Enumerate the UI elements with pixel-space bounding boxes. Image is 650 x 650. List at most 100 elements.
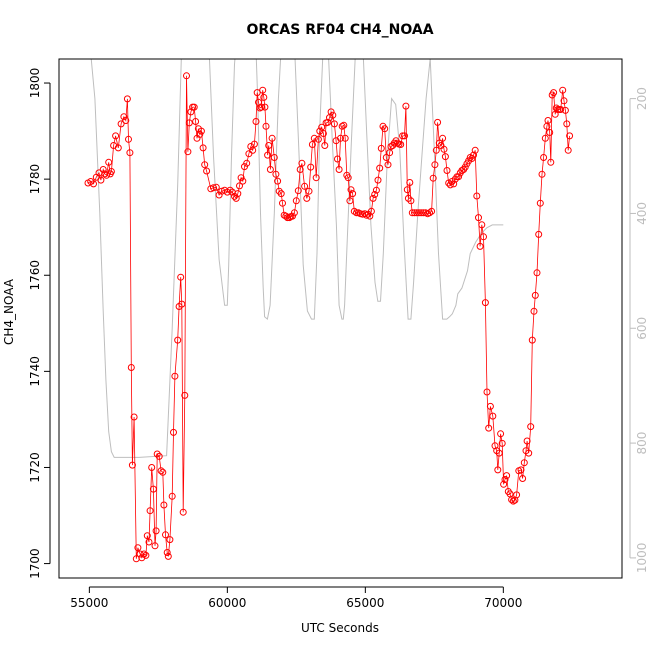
ch4-point <box>249 146 257 154</box>
ch4-point <box>500 480 508 488</box>
ch4-point <box>274 177 282 185</box>
axes-layer: 55000 60000 65000 70000 1700 1720 1740 1760 1780… <box>28 58 649 610</box>
ch4-point <box>237 174 245 182</box>
ch4-point <box>546 129 554 136</box>
y-tick-label: 1780 <box>28 164 42 195</box>
ch4-point <box>142 551 150 559</box>
ch4-point <box>367 207 375 215</box>
ch4-point <box>369 194 377 202</box>
ch4-point <box>349 190 357 198</box>
ch4-point <box>429 174 437 182</box>
ch4-point <box>432 146 440 154</box>
ch4-point <box>126 149 134 157</box>
ch4-point <box>476 242 484 250</box>
ch4-point <box>426 209 434 217</box>
ch4-point <box>344 174 352 182</box>
ch4-point <box>341 134 349 142</box>
ch4-point <box>494 466 502 474</box>
ch4-point <box>298 159 306 167</box>
ch4-point <box>257 103 265 111</box>
ch4-point <box>296 166 304 173</box>
ch4-point <box>525 449 533 457</box>
ch4-point <box>183 72 190 80</box>
ch4-point <box>316 127 324 135</box>
ch4-point <box>486 402 494 410</box>
ch4-point <box>489 412 497 420</box>
ch4-point <box>563 120 571 128</box>
y2-tick-label: 200 <box>635 87 649 110</box>
ch4-point <box>145 538 153 546</box>
y-tick-label: 1700 <box>28 548 42 579</box>
x-tick-label: 70000 <box>484 596 522 610</box>
ch4-point <box>531 291 539 299</box>
ch4-point <box>312 174 320 182</box>
ch4-point <box>105 158 113 166</box>
ch4-point <box>480 233 487 241</box>
ch4-point <box>538 170 546 178</box>
ch4-point <box>461 163 469 171</box>
ch4-point <box>262 122 270 130</box>
ch4-point <box>196 130 204 138</box>
ch4-point <box>485 424 493 432</box>
x-axis-label: UTC Seconds <box>301 621 379 635</box>
ch4-point <box>346 197 354 205</box>
y-tick-label: 1800 <box>28 68 42 99</box>
ch4-point <box>160 501 168 509</box>
ch4-point <box>159 468 167 476</box>
altitude-layer <box>90 59 504 458</box>
ch4-point <box>381 125 389 133</box>
ch4-point <box>497 430 505 438</box>
ch4-point <box>112 132 120 140</box>
ch4-point <box>550 89 558 97</box>
ch4-point <box>334 155 341 163</box>
ch4-point <box>107 168 115 175</box>
ch4-point <box>292 197 300 205</box>
ch4-point <box>519 475 527 482</box>
ch4-point <box>162 531 169 539</box>
ch4-point <box>536 199 544 207</box>
ch4-point <box>282 212 290 220</box>
ch4-point <box>187 108 195 116</box>
ch4-point <box>495 449 503 457</box>
ch4-point <box>324 118 332 126</box>
ch4-point <box>509 497 517 505</box>
ch4-point <box>434 118 442 126</box>
y2-tick-label: 1000 <box>635 543 649 574</box>
ch4-point <box>530 307 538 315</box>
ch4-point <box>411 209 418 217</box>
ch4-point <box>528 336 536 344</box>
ch4-point <box>90 180 97 188</box>
ch4-point <box>178 300 186 308</box>
ch4-point <box>117 120 125 128</box>
ch4-point <box>478 221 486 229</box>
ch4-point <box>374 176 382 184</box>
ch4-point <box>170 428 177 436</box>
ch4-point <box>445 179 453 187</box>
ch4-point <box>371 191 379 198</box>
ch4-point <box>301 182 309 190</box>
y-tick-label: 1720 <box>28 452 42 483</box>
ch4-point <box>397 141 405 148</box>
ch4-point <box>503 472 511 480</box>
y2-tick-label: 600 <box>635 317 649 340</box>
ch4-point <box>473 192 481 200</box>
ch4-point <box>279 199 286 207</box>
ch4-point <box>143 532 151 540</box>
ch4-point <box>440 145 448 153</box>
ch4-point <box>134 544 142 552</box>
ch4-point <box>560 97 568 105</box>
ch4-point <box>481 299 489 307</box>
altitude-line <box>90 59 504 458</box>
ch4-point <box>163 549 171 556</box>
ch4-point <box>305 187 313 195</box>
ch4-point <box>415 209 423 217</box>
ch4-point <box>181 391 189 399</box>
ch4-point <box>290 209 298 217</box>
ch4-point <box>97 176 105 184</box>
ch4-point <box>250 140 258 148</box>
ch4-point <box>264 151 272 159</box>
ch4-point <box>171 372 179 380</box>
ch4-point <box>284 214 291 222</box>
ch4-point <box>408 209 416 217</box>
